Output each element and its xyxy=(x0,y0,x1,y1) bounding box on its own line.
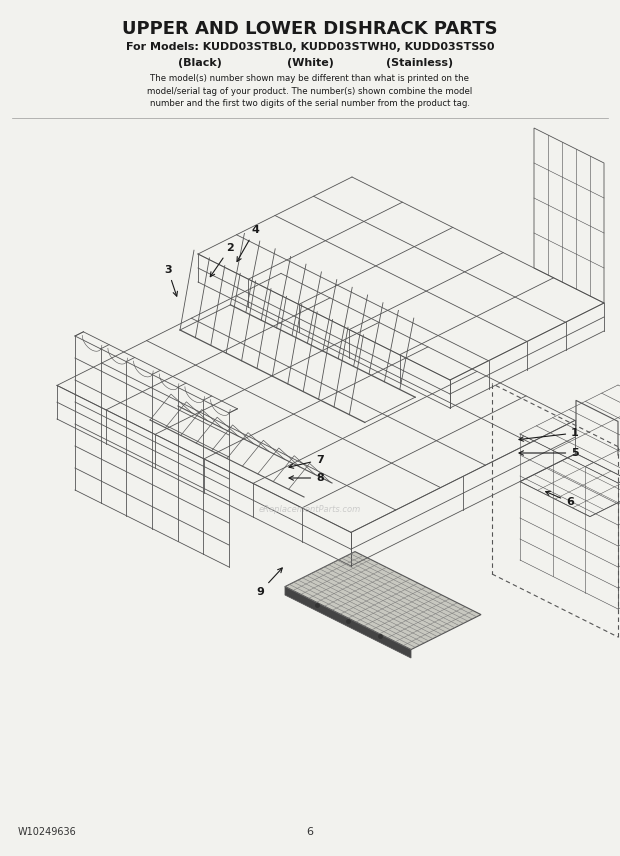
Text: (White): (White) xyxy=(286,58,334,68)
Text: 6: 6 xyxy=(306,827,314,837)
Polygon shape xyxy=(285,586,411,658)
Text: For Models: KUDD03STBL0, KUDD03STWH0, KUDD03STSS0: For Models: KUDD03STBL0, KUDD03STWH0, KU… xyxy=(126,42,494,52)
Text: The model(s) number shown may be different than what is printed on the
model/ser: The model(s) number shown may be differe… xyxy=(148,74,472,108)
Text: 7: 7 xyxy=(289,455,324,468)
Text: 4: 4 xyxy=(237,225,259,261)
Text: UPPER AND LOWER DISHRACK PARTS: UPPER AND LOWER DISHRACK PARTS xyxy=(122,20,498,38)
Polygon shape xyxy=(285,551,481,650)
Text: 1: 1 xyxy=(519,428,579,441)
Text: 8: 8 xyxy=(289,473,324,483)
Text: 2: 2 xyxy=(210,243,234,276)
Text: (Black): (Black) xyxy=(178,58,222,68)
Text: 9: 9 xyxy=(256,568,282,597)
Text: 5: 5 xyxy=(519,448,579,458)
Text: (Stainless): (Stainless) xyxy=(386,58,454,68)
Text: 3: 3 xyxy=(164,265,177,296)
Text: eReplacementParts.com: eReplacementParts.com xyxy=(259,506,361,514)
Text: W10249636: W10249636 xyxy=(18,827,77,837)
Text: 6: 6 xyxy=(546,491,574,507)
